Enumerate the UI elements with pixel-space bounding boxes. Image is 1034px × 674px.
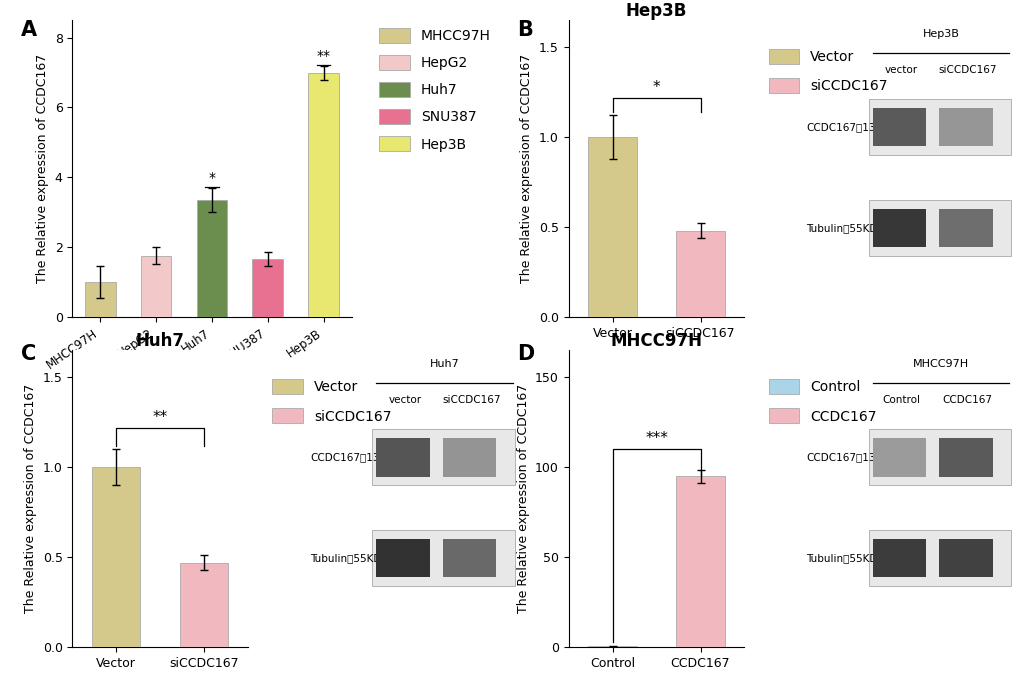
Y-axis label: The Relative expression of CCDC167: The Relative expression of CCDC167: [36, 54, 49, 283]
Title: Huh7: Huh7: [135, 332, 185, 350]
Bar: [869, 99, 1011, 155]
Bar: [180, 563, 229, 647]
Bar: [85, 282, 116, 317]
Text: Tubulin（55KD）: Tubulin（55KD）: [310, 553, 388, 563]
Text: **: **: [153, 410, 168, 425]
Bar: [676, 477, 725, 647]
Title: MHCC97H: MHCC97H: [611, 332, 702, 350]
Text: CCDC167（13KD）: CCDC167（13KD）: [807, 452, 898, 462]
Bar: [939, 539, 993, 578]
Text: siCCDC167: siCCDC167: [443, 395, 500, 405]
Text: vector: vector: [885, 65, 918, 75]
Text: siCCDC167: siCCDC167: [939, 65, 997, 75]
Text: Control: Control: [883, 395, 920, 405]
Bar: [873, 108, 926, 146]
Bar: [873, 208, 926, 247]
Text: C: C: [21, 344, 36, 364]
Text: Hep3B: Hep3B: [922, 29, 960, 39]
Text: Tubulin（55KD）: Tubulin（55KD）: [807, 223, 884, 233]
Legend: Vector, siCCDC167: Vector, siCCDC167: [762, 42, 894, 100]
Bar: [869, 429, 1011, 485]
Bar: [939, 108, 993, 146]
Bar: [372, 429, 515, 485]
Text: vector: vector: [389, 395, 422, 405]
Y-axis label: The Relative expression of CCDC167: The Relative expression of CCDC167: [517, 384, 529, 613]
Bar: [676, 231, 725, 317]
Bar: [196, 200, 227, 317]
Bar: [141, 255, 172, 317]
Bar: [869, 530, 1011, 586]
Bar: [252, 259, 283, 317]
Text: B: B: [517, 20, 533, 40]
Bar: [939, 208, 993, 247]
Text: *: *: [652, 80, 661, 94]
Bar: [376, 539, 430, 578]
Text: D: D: [517, 344, 535, 364]
Text: *: *: [209, 171, 215, 185]
Bar: [372, 530, 515, 586]
Text: MHCC97H: MHCC97H: [913, 359, 969, 369]
Bar: [308, 73, 339, 317]
Legend: Control, CCDC167: Control, CCDC167: [762, 372, 884, 431]
Title: Hep3B: Hep3B: [626, 2, 688, 20]
Text: CCDC167（13KD）: CCDC167（13KD）: [310, 452, 401, 462]
Bar: [939, 438, 993, 477]
Text: Tubulin（55KD）: Tubulin（55KD）: [807, 553, 884, 563]
Legend: Vector, siCCDC167: Vector, siCCDC167: [266, 372, 398, 431]
Text: Huh7: Huh7: [430, 359, 459, 369]
Bar: [873, 438, 926, 477]
Bar: [873, 539, 926, 578]
Y-axis label: The Relative expression of CCDC167: The Relative expression of CCDC167: [24, 384, 37, 613]
Bar: [376, 438, 430, 477]
Bar: [443, 438, 496, 477]
Bar: [588, 137, 637, 317]
Text: CCDC167: CCDC167: [943, 395, 993, 405]
Text: **: **: [316, 49, 331, 63]
Text: CCDC167（13KD）: CCDC167（13KD）: [807, 122, 898, 132]
Bar: [588, 646, 637, 647]
Bar: [869, 200, 1011, 256]
Legend: MHCC97H, HepG2, Huh7, SNU387, Hep3B: MHCC97H, HepG2, Huh7, SNU387, Hep3B: [372, 22, 498, 158]
Bar: [92, 467, 141, 647]
Text: A: A: [21, 20, 37, 40]
Y-axis label: The Relative expression of CCDC167: The Relative expression of CCDC167: [520, 54, 534, 283]
Bar: [443, 539, 496, 578]
Text: ***: ***: [645, 431, 668, 446]
